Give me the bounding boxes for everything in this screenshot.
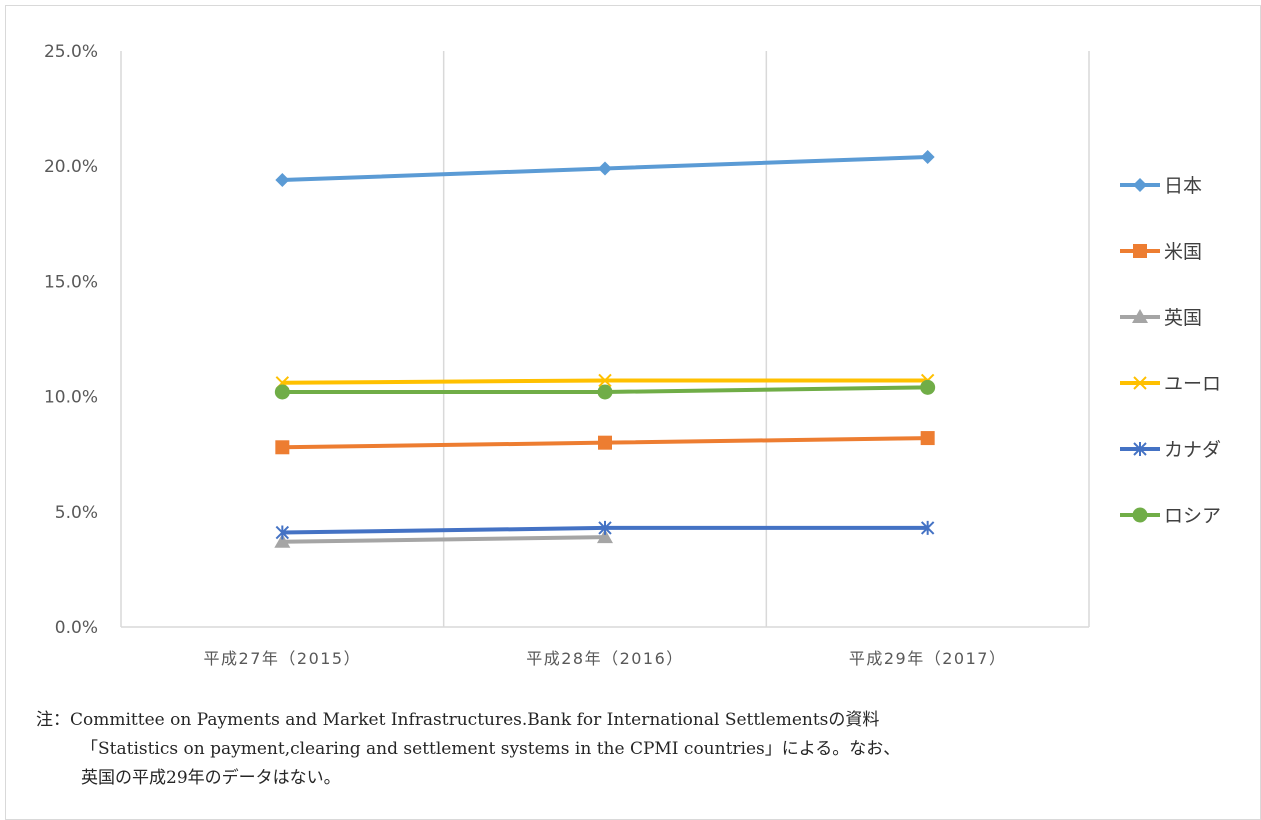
legend-item: カナダ (1120, 439, 1221, 461)
chart-note: 注：Committee on Payments and Market Infra… (36, 706, 1236, 793)
y-tick-label: 25.0% (44, 42, 98, 62)
legend-marker-icon (1133, 442, 1147, 456)
data-point (920, 520, 935, 535)
data-point (598, 161, 612, 176)
note-line-1: 注：Committee on Payments and Market Infra… (36, 710, 880, 730)
legend-label: カナダ (1164, 439, 1221, 461)
data-point (597, 384, 613, 400)
data-point (598, 373, 612, 388)
legend-marker-icon (1133, 178, 1147, 192)
legend-label: 米国 (1164, 241, 1202, 263)
legend-item: 米国 (1120, 241, 1202, 263)
legend-marker-icon (1132, 309, 1148, 323)
y-axis: 0.0% 5.0% 10.0% 15.0% 20.0% 25.0% (44, 42, 98, 638)
data-point (274, 384, 290, 400)
series-line (282, 535, 606, 544)
legend-label: 日本 (1164, 175, 1202, 197)
note-line-3: 英国の平成29年のデータはない。 (81, 768, 341, 788)
data-point (598, 435, 612, 450)
y-tick-label: 10.0% (44, 388, 98, 408)
legend-label: ロシア (1164, 505, 1221, 527)
legend-item: 日本 (1120, 175, 1202, 197)
legend-label: 英国 (1164, 307, 1202, 329)
legend-item: 英国 (1120, 307, 1202, 329)
y-tick-label: 5.0% (55, 503, 98, 523)
note-line-2: 「Statistics on payment,clearing and sett… (81, 739, 901, 759)
series-ロシア (274, 379, 936, 400)
data-point (920, 149, 935, 164)
data-point (274, 533, 291, 548)
legend-item: ロシア (1120, 505, 1221, 527)
x-category-label: 平成29年（2017） (849, 649, 1007, 668)
y-tick-label: 15.0% (44, 272, 98, 292)
y-tick-label: 20.0% (44, 157, 98, 177)
y-tick-label: 0.0% (55, 618, 98, 638)
data-point (920, 379, 936, 395)
x-category-label: 平成27年（2015） (204, 649, 362, 668)
data-point (275, 440, 290, 455)
x-category-label: 平成28年（2016） (526, 649, 684, 668)
chart-series (274, 149, 936, 548)
x-axis: 平成27年（2015） 平成28年（2016） 平成29年（2017） (121, 626, 1089, 668)
data-point (275, 525, 290, 540)
legend-marker-icon (1132, 507, 1148, 523)
legend-marker-icon (1133, 244, 1147, 258)
line-chart: 0.0% 5.0% 10.0% 15.0% 20.0% 25.0% 平成27年（2015）… (44, 42, 1221, 668)
series-英国 (274, 529, 613, 548)
chart-frame (5, 5, 1261, 820)
legend-item: ユーロ (1120, 373, 1221, 395)
legend-label: ユーロ (1164, 373, 1221, 395)
data-point (597, 529, 613, 544)
data-point (275, 173, 290, 188)
series-カナダ (275, 520, 935, 540)
series-米国 (275, 431, 935, 455)
data-point (598, 520, 612, 535)
series-日本 (275, 149, 935, 188)
data-point (920, 431, 935, 446)
legend-marker-icon (1133, 376, 1147, 390)
